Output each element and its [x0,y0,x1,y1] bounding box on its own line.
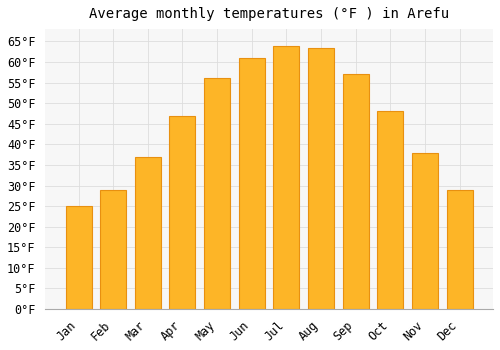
Bar [135,157,161,309]
Bar [412,153,438,309]
Bar [204,78,230,309]
Bar [308,48,334,309]
Bar [100,190,126,309]
Title: Average monthly temperatures (°F ) in Arefu: Average monthly temperatures (°F ) in Ar… [89,7,449,21]
Bar [274,46,299,309]
Bar [378,111,404,309]
Bar [66,206,92,309]
Bar [342,74,368,309]
Bar [446,190,472,309]
Bar [239,58,265,309]
Bar [170,116,196,309]
